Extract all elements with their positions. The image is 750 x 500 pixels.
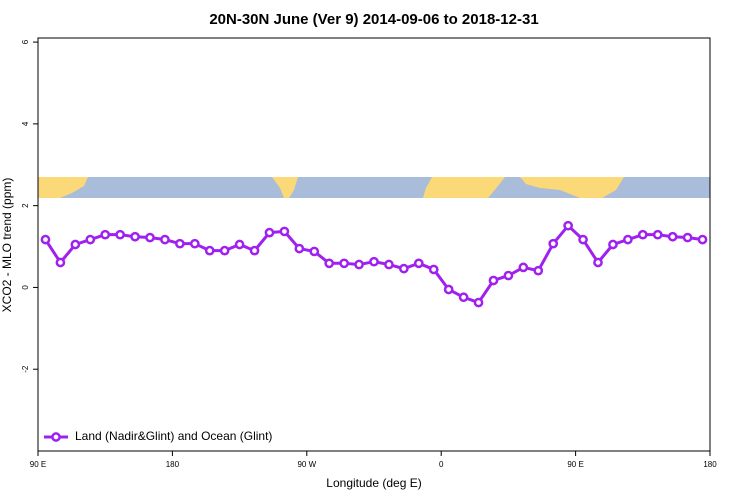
- data-point: [637, 229, 648, 240]
- data-point: [488, 275, 499, 286]
- data-point: [682, 232, 693, 243]
- legend-marker: [51, 432, 61, 442]
- x-tick-label: 0: [439, 460, 444, 469]
- data-point: [309, 246, 320, 257]
- data-point: [697, 234, 708, 245]
- data-point: [667, 231, 678, 242]
- data-point: [413, 258, 424, 269]
- x-tick-label: 90 W: [297, 460, 316, 469]
- y-tick-label: -2: [21, 365, 30, 373]
- data-point: [40, 234, 51, 245]
- data-point: [608, 239, 618, 250]
- data-point: [279, 226, 290, 237]
- plot-frame: [37, 37, 711, 452]
- data-point: [130, 231, 140, 242]
- data-point: [458, 292, 469, 303]
- y-axis-label: XCO2 - MLO trend (ppm): [0, 178, 14, 313]
- data-point: [160, 234, 170, 245]
- data-point: [219, 245, 230, 256]
- legend-label: Land (Nadir&Glint) and Ocean (Glint): [75, 429, 272, 443]
- data-point: [443, 284, 454, 295]
- data-point: [264, 227, 275, 238]
- x-tick-label: 90 E: [30, 460, 46, 469]
- data-point: [384, 259, 394, 270]
- data-point: [70, 239, 81, 250]
- data-point: [234, 239, 245, 250]
- data-point: [294, 243, 305, 254]
- data-point: [503, 270, 514, 281]
- data-point: [324, 258, 335, 269]
- data-point: [369, 256, 379, 267]
- data-point: [145, 232, 155, 243]
- data-point: [55, 257, 66, 268]
- data-point: [85, 234, 96, 245]
- data-point: [652, 229, 663, 240]
- data-point: [100, 229, 111, 240]
- data-point: [563, 220, 573, 231]
- x-tick-label: 180: [703, 460, 717, 469]
- data-point: [399, 263, 409, 274]
- map-strip: [38, 177, 710, 198]
- data-point: [593, 257, 603, 268]
- data-point: [548, 238, 559, 249]
- data-point: [175, 238, 185, 249]
- data-point: [473, 297, 484, 308]
- y-tick-label: 6: [21, 39, 30, 44]
- data-point: [518, 262, 529, 273]
- data-point: [204, 245, 215, 256]
- data-point: [249, 245, 260, 256]
- x-axis-label: Longitude (deg E): [326, 476, 421, 490]
- chart-title: 20N-30N June (Ver 9) 2014-09-06 to 2018-…: [209, 11, 538, 28]
- data-point: [428, 264, 439, 275]
- data-point: [115, 229, 125, 240]
- data-point: [339, 258, 349, 269]
- data-point: [354, 259, 364, 270]
- y-tick-label: 0: [21, 285, 30, 290]
- data-point: [533, 265, 544, 276]
- data-point: [578, 234, 588, 245]
- data-point: [189, 238, 200, 249]
- x-tick-label: 180: [166, 460, 180, 469]
- y-tick-label: 2: [21, 203, 30, 208]
- data-point: [623, 234, 633, 245]
- y-tick-label: 4: [21, 121, 30, 126]
- x-tick-label: 90 E: [567, 460, 583, 469]
